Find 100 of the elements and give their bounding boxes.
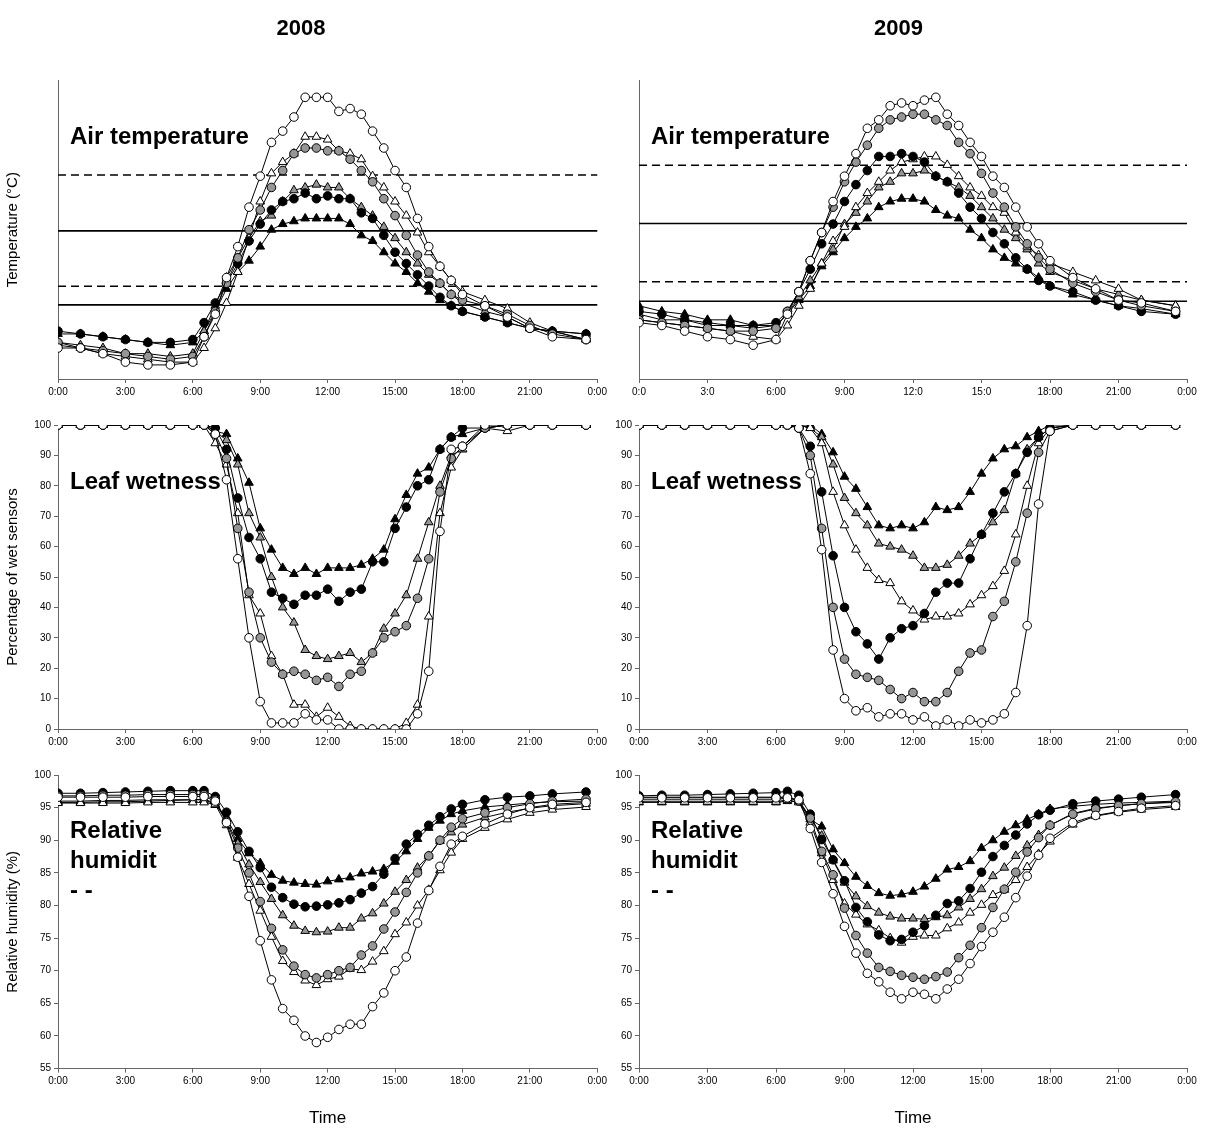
- x-tick-label: 15:00: [968, 1075, 995, 1087]
- y-tick-label: 0: [626, 722, 633, 734]
- chart-title: 2009: [874, 15, 923, 41]
- y-tick-label: 20: [620, 661, 633, 673]
- y-tick-label: 50: [620, 570, 633, 582]
- annotation: - -: [651, 875, 674, 903]
- y-tick-label: 100: [615, 418, 633, 430]
- x-tick-label: 18:00: [1037, 385, 1063, 397]
- x-tick-label: 6:00: [766, 385, 787, 397]
- x-tick-label: 9:00: [250, 1075, 271, 1087]
- x-tick-label: 0:00: [629, 1075, 650, 1087]
- annotation: Relative: [70, 815, 163, 843]
- x-tick-label: 15:0: [971, 385, 992, 397]
- x-axis-title: Time: [309, 1108, 347, 1128]
- x-tick-label: 18:00: [1037, 735, 1063, 747]
- x-tick-label: 15:00: [382, 385, 408, 397]
- x-tick-label: 6:00: [183, 385, 203, 397]
- y-tick-label: 90: [620, 449, 633, 461]
- x-tick-label: 15:00: [382, 735, 408, 747]
- y-tick-label: 90: [39, 449, 52, 461]
- y-tick-label: 30: [39, 631, 52, 643]
- x-axis-title: Time: [894, 1108, 932, 1128]
- y-tick-label: 70: [620, 964, 633, 976]
- y-tick-label: 65: [620, 997, 633, 1009]
- x-tick-label: 0:00: [1177, 385, 1198, 397]
- x-tick-label: 12:00: [315, 1075, 341, 1087]
- x-tick-label: 3:00: [115, 1075, 136, 1087]
- y-tick-label: 75: [39, 931, 52, 943]
- x-tick-label: 12:00: [900, 1075, 926, 1087]
- y-tick-label: 55: [620, 1062, 633, 1074]
- x-tick-label: 21:00: [517, 735, 543, 747]
- y-tick-label: 95: [620, 801, 633, 813]
- x-tick-label: 6:00: [183, 1075, 203, 1087]
- x-tick-label: 6:00: [766, 735, 787, 747]
- y-tick-label: 80: [39, 899, 52, 911]
- x-tick-label: 0:00: [587, 385, 608, 397]
- annotation: - -: [70, 875, 93, 903]
- annotation: Leaf wetness: [651, 467, 802, 495]
- x-tick-label: 3:00: [697, 1075, 718, 1087]
- x-tick-label: 12:00: [315, 385, 341, 397]
- x-tick-label: 0:00: [629, 735, 650, 747]
- x-tick-label: 0:00: [48, 1075, 69, 1087]
- x-tick-label: 21:00: [1105, 385, 1132, 397]
- x-tick-label: 21:00: [1105, 1075, 1132, 1087]
- y-tick-label: 70: [39, 509, 52, 521]
- x-tick-label: 0:0: [632, 385, 647, 397]
- annotation: humidit: [70, 845, 157, 873]
- x-tick-label: 18:00: [449, 1075, 476, 1087]
- y-tick-label: 80: [620, 479, 633, 491]
- x-tick-label: 9:00: [250, 735, 271, 747]
- x-tick-label: 6:00: [183, 735, 203, 747]
- x-tick-label: 3:00: [115, 385, 136, 397]
- y-tick-label: 80: [39, 479, 52, 491]
- y-tick-label: 0: [45, 722, 52, 734]
- x-tick-label: 21:00: [517, 1075, 543, 1087]
- x-tick-label: 9:00: [834, 735, 855, 747]
- y-tick-label: 100: [34, 418, 52, 430]
- x-tick-label: 0:00: [1177, 735, 1198, 747]
- x-tick-label: 12:0: [903, 385, 924, 397]
- x-tick-label: 3:00: [697, 735, 718, 747]
- y-tick-label: 80: [620, 899, 633, 911]
- x-tick-label: 18:00: [1037, 1075, 1063, 1087]
- y-tick-label: 95: [39, 801, 52, 813]
- y-tick-label: 60: [620, 1029, 633, 1041]
- y-tick-label: 10: [620, 692, 633, 704]
- x-tick-label: 21:00: [517, 385, 543, 397]
- y-tick-label: 10: [39, 692, 52, 704]
- y-tick-label: 90: [39, 833, 52, 845]
- y-tick-label: 70: [620, 509, 633, 521]
- x-tick-label: 12:00: [900, 735, 926, 747]
- annotation: Relative: [651, 815, 744, 843]
- y-tick-label: 30: [620, 631, 633, 643]
- x-tick-label: 9:00: [834, 1075, 855, 1087]
- y-axis-title: Percentage of wet sensors: [3, 488, 21, 666]
- y-tick-label: 85: [620, 866, 633, 878]
- y-axis-title: Temperature (°C): [3, 172, 21, 288]
- y-tick-label: 85: [39, 866, 52, 878]
- x-tick-label: 18:00: [449, 385, 476, 397]
- x-tick-label: 0:00: [1177, 1075, 1198, 1087]
- x-tick-label: 15:00: [382, 1075, 408, 1087]
- y-tick-label: 75: [620, 931, 633, 943]
- y-tick-label: 100: [34, 768, 52, 780]
- y-tick-label: 55: [39, 1062, 52, 1074]
- y-tick-label: 20: [39, 661, 52, 673]
- annotation: Air temperature: [651, 121, 830, 149]
- annotation: humidit: [651, 845, 738, 873]
- x-tick-label: 9:00: [834, 385, 855, 397]
- y-tick-label: 65: [39, 997, 52, 1009]
- y-tick-label: 50: [39, 570, 52, 582]
- y-tick-label: 70: [39, 964, 52, 976]
- x-tick-label: 0:00: [587, 735, 608, 747]
- annotation: Air temperature: [70, 121, 249, 149]
- annotation: Leaf wetness: [70, 467, 221, 495]
- y-tick-label: 100: [615, 768, 633, 780]
- x-tick-label: 3:00: [115, 735, 136, 747]
- y-tick-label: 60: [39, 1029, 52, 1041]
- y-tick-label: 60: [620, 540, 633, 552]
- y-tick-label: 40: [39, 601, 52, 613]
- x-tick-label: 21:00: [1105, 735, 1132, 747]
- x-tick-label: 15:00: [968, 735, 995, 747]
